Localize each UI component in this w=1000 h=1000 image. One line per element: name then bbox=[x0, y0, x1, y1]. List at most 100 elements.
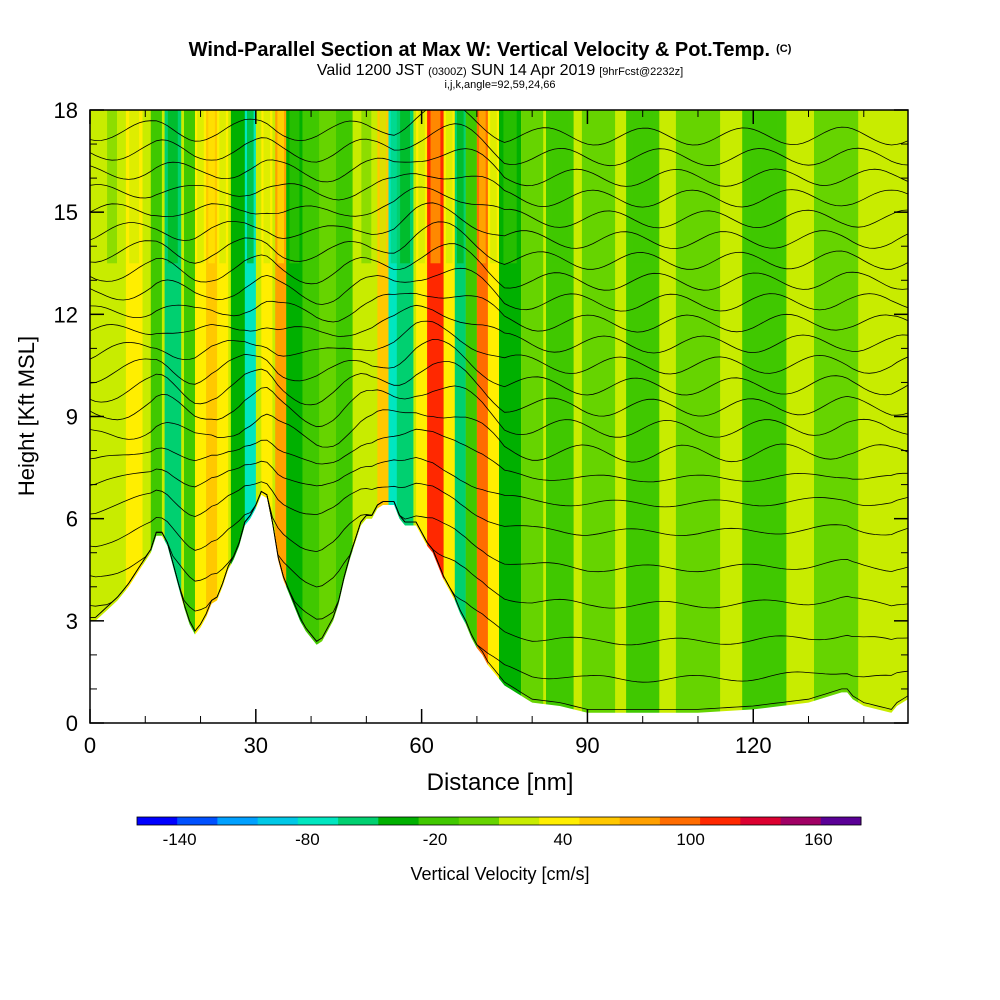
velocity-column-upper bbox=[153, 110, 160, 264]
velocity-column-upper bbox=[400, 110, 410, 264]
velocity-column-upper bbox=[167, 110, 178, 264]
theta-contour bbox=[90, 457, 908, 508]
colorbar-tick-label: 160 bbox=[804, 830, 832, 849]
velocity-column bbox=[377, 110, 389, 723]
velocity-column bbox=[184, 110, 196, 723]
colorbar-swatch bbox=[458, 817, 500, 825]
velocity-column-upper bbox=[632, 110, 653, 264]
velocity-column-upper bbox=[457, 110, 464, 264]
colorbar-tick-label: -80 bbox=[295, 830, 320, 849]
colorbar-swatch bbox=[297, 817, 339, 825]
theta-contour bbox=[90, 385, 908, 438]
velocity-column-upper bbox=[277, 110, 284, 264]
y-tick-label: 3 bbox=[66, 609, 78, 634]
y-tick-label: 15 bbox=[54, 200, 78, 225]
colorbar-swatch bbox=[137, 817, 178, 825]
colorbar-swatch bbox=[539, 817, 580, 825]
velocity-column-upper bbox=[390, 110, 398, 264]
colorbar-frame bbox=[136, 816, 862, 826]
velocity-column-upper bbox=[503, 110, 517, 264]
x-tick-label: 90 bbox=[575, 733, 599, 758]
plot-area bbox=[90, 110, 908, 723]
colorbar-tick-label: 40 bbox=[553, 830, 572, 849]
y-axis-label: Height [Kft MSL] bbox=[14, 336, 39, 496]
velocity-column-upper bbox=[208, 110, 215, 264]
velocity-column bbox=[454, 110, 466, 723]
velocity-column-upper bbox=[306, 110, 316, 264]
colorbar-swatch bbox=[177, 817, 218, 825]
colorbar-swatch bbox=[659, 817, 701, 825]
velocity-column-upper bbox=[107, 110, 117, 264]
theta-contour bbox=[90, 173, 908, 208]
colorbar-swatch bbox=[820, 817, 862, 825]
theta-contour bbox=[90, 110, 908, 146]
theta-contour bbox=[90, 186, 908, 229]
x-axis-label: Distance [nm] bbox=[427, 769, 574, 796]
x-tick-label: 60 bbox=[409, 733, 433, 758]
colorbar-tick-label: -20 bbox=[423, 830, 448, 849]
theta-contour bbox=[90, 304, 908, 354]
velocity-column-upper bbox=[490, 110, 497, 264]
chart-subtitle: Valid 1200 JST (0300Z) SUN 14 Apr 2019 [9hr… bbox=[317, 62, 683, 79]
velocity-column-upper bbox=[322, 110, 333, 264]
chart-indices-line: i,j,k,angle=92,59,24,66 bbox=[444, 79, 555, 91]
theta-contour bbox=[90, 361, 908, 417]
theta-contour bbox=[90, 490, 908, 609]
velocity-column-upper bbox=[430, 110, 441, 264]
colorbar-label: Vertical Velocity [cm/s] bbox=[410, 864, 589, 884]
colorbar-swatch bbox=[418, 817, 460, 825]
velocity-column-upper bbox=[361, 110, 372, 264]
velocity-column bbox=[244, 110, 256, 723]
colorbar-swatch bbox=[257, 817, 299, 825]
chart-title: Wind-Parallel Section at Max W: Vertical… bbox=[189, 39, 792, 61]
velocity-column bbox=[206, 110, 218, 723]
velocity-column-upper bbox=[289, 110, 300, 264]
velocity-column-upper bbox=[247, 110, 254, 264]
velocity-column-upper bbox=[684, 110, 712, 264]
theta-contour bbox=[90, 490, 908, 646]
colorbar: -140 -80 -20 40 100 160 bbox=[136, 816, 862, 849]
colorbar-swatch bbox=[780, 817, 822, 825]
x-tick-label: 0 bbox=[84, 733, 96, 758]
y-tick-label: 6 bbox=[66, 507, 78, 532]
colorbar-swatch bbox=[217, 817, 259, 825]
velocity-column-upper bbox=[339, 110, 350, 264]
theta-contour bbox=[90, 490, 908, 573]
colorbar-tick-label: 100 bbox=[676, 830, 704, 849]
velocity-column bbox=[150, 110, 162, 723]
velocity-column-upper bbox=[479, 110, 486, 264]
velocity-column bbox=[195, 110, 207, 723]
velocity-column bbox=[443, 110, 455, 723]
theta-contour bbox=[90, 148, 908, 187]
colorbar-swatch bbox=[619, 817, 661, 825]
x-tick-label: 30 bbox=[244, 733, 268, 758]
velocity-column-upper bbox=[588, 110, 609, 264]
colorbar-tick-label: -140 bbox=[163, 830, 197, 849]
theta-contour bbox=[90, 428, 908, 483]
velocity-column-upper bbox=[186, 110, 193, 264]
velocity-column bbox=[416, 110, 428, 723]
y-tick-label: 9 bbox=[66, 405, 78, 430]
velocity-column-upper bbox=[751, 110, 778, 264]
velocity-column-upper bbox=[551, 110, 569, 264]
colorbar-swatch bbox=[499, 817, 540, 825]
velocity-column-upper bbox=[822, 110, 850, 264]
colorbar-swatch bbox=[338, 817, 379, 825]
theta-contour bbox=[90, 320, 908, 375]
copyright-mark: (C) bbox=[776, 43, 792, 55]
velocity-column-upper bbox=[263, 110, 271, 264]
velocity-column bbox=[476, 110, 488, 723]
theta-contour bbox=[90, 292, 908, 333]
terrain-mask bbox=[90, 494, 908, 723]
velocity-column-upper bbox=[129, 110, 140, 264]
velocity-column bbox=[465, 110, 477, 723]
colorbar-swatch bbox=[740, 817, 781, 825]
velocity-column-upper bbox=[197, 110, 204, 264]
colorbar-swatch bbox=[700, 817, 741, 825]
y-tick-label: 18 bbox=[54, 98, 78, 123]
axes: 0 30 60 90 120 0 3 6 9 12 15 18 bbox=[54, 98, 908, 758]
potential-temperature-contours bbox=[90, 110, 908, 710]
velocity-column-upper bbox=[468, 110, 475, 264]
theta-contour bbox=[90, 338, 908, 396]
